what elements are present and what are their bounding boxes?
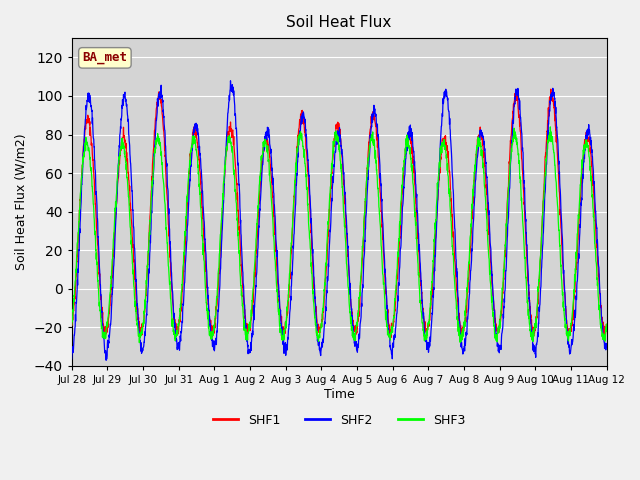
Y-axis label: Soil Heat Flux (W/m2): Soil Heat Flux (W/m2) [15,134,28,270]
Title: Soil Heat Flux: Soil Heat Flux [287,15,392,30]
Text: BA_met: BA_met [83,51,127,64]
Legend: SHF1, SHF2, SHF3: SHF1, SHF2, SHF3 [208,409,470,432]
X-axis label: Time: Time [324,388,355,401]
